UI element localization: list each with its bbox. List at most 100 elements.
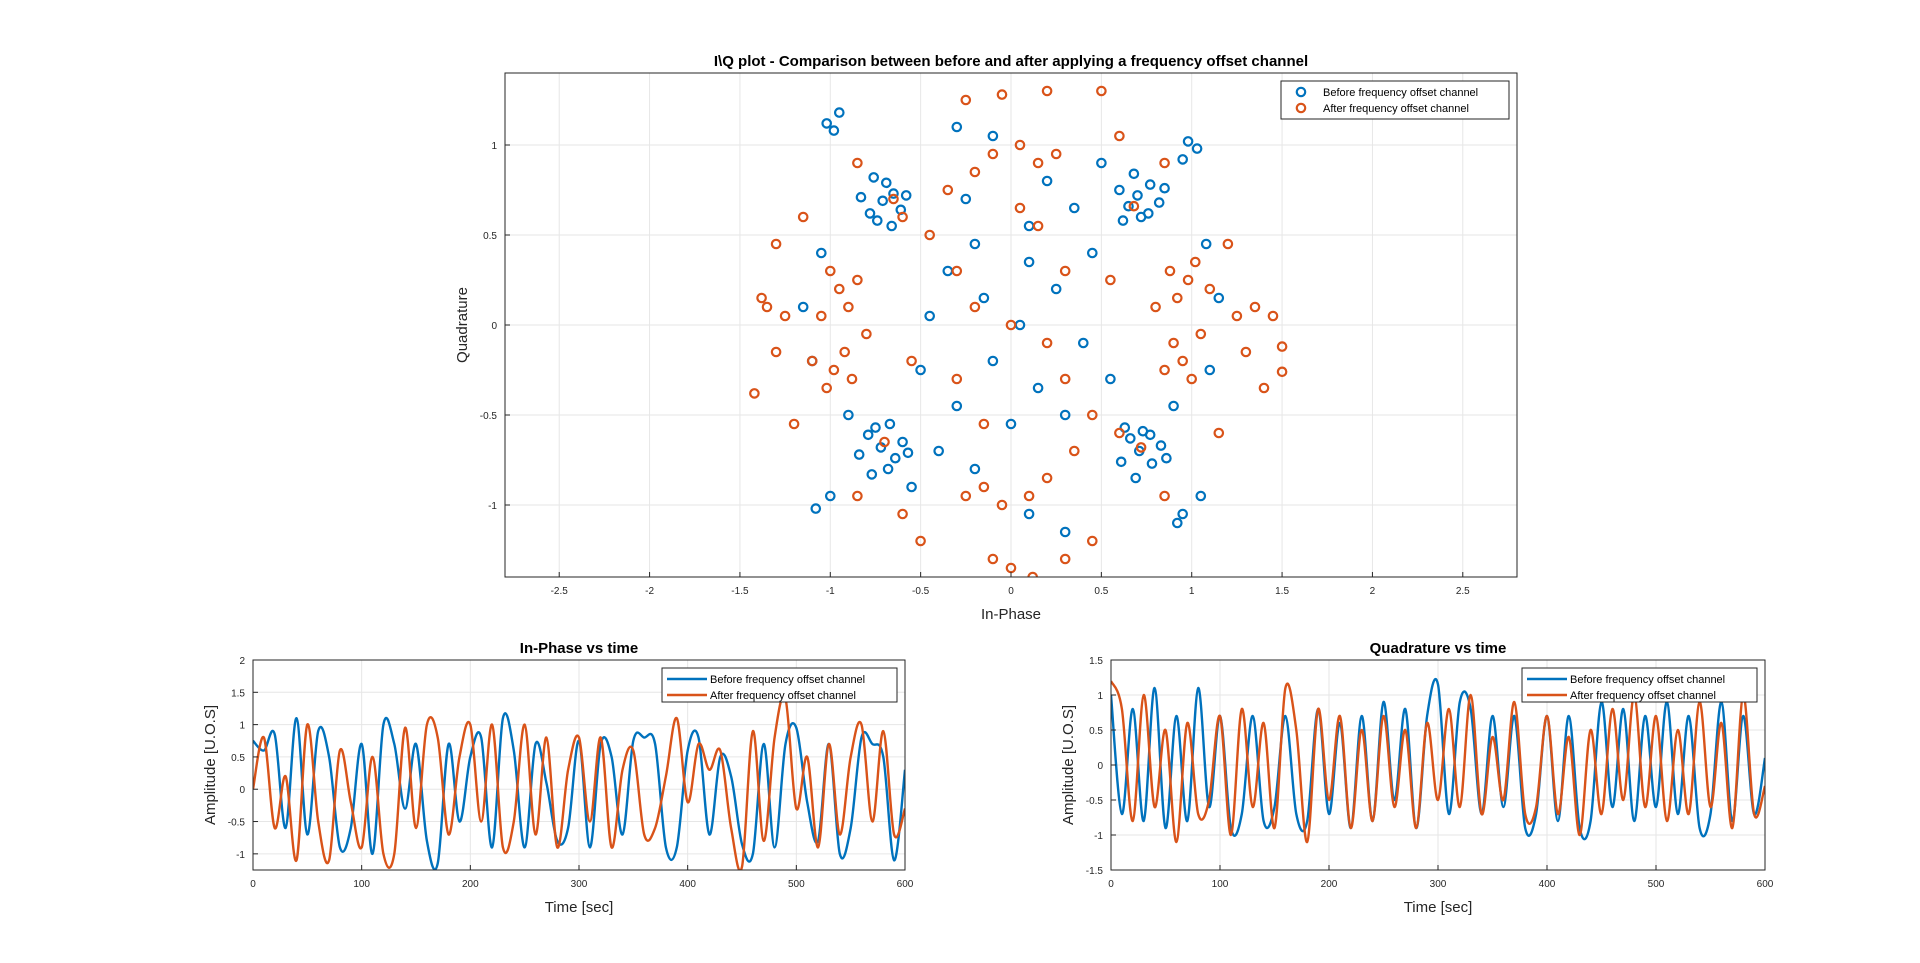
x-tick-label: 100 bbox=[1212, 879, 1229, 890]
scatter-point-after bbox=[969, 301, 981, 313]
y-tick-label: 0 bbox=[1097, 761, 1103, 772]
scatter-point-before bbox=[1191, 143, 1203, 154]
y-tick-label: 1 bbox=[491, 141, 497, 152]
chart-1: 0 100 200 300 400 500 600 -1 -0.5 0 0.5 1 1.5 2 In-Pha… bbox=[202, 640, 914, 916]
scatter-point-before bbox=[815, 247, 827, 259]
legend-marker bbox=[1295, 86, 1307, 98]
y-tick-label: -1 bbox=[1094, 831, 1103, 842]
x-tick-label: 0 bbox=[1108, 879, 1114, 890]
scatter-point-before bbox=[1161, 452, 1172, 464]
scatter-point-before bbox=[1144, 179, 1156, 190]
scatter-point-after bbox=[987, 553, 999, 565]
scatter-point-before bbox=[1177, 508, 1188, 520]
scatter-point-after bbox=[1195, 328, 1207, 340]
scatter-point-before bbox=[843, 409, 854, 421]
scatter-point-after bbox=[960, 94, 972, 106]
scatter-point-after bbox=[1267, 310, 1279, 322]
scatter-point-after bbox=[960, 490, 972, 502]
scatter-point-after bbox=[978, 481, 990, 493]
scatter-point-before bbox=[951, 121, 963, 133]
x-tick-label: -0.5 bbox=[912, 586, 930, 597]
scatter-point-before bbox=[1213, 292, 1225, 304]
scatter-point-before bbox=[864, 208, 876, 219]
scatter-point-before bbox=[1069, 202, 1080, 214]
scatter-point-before bbox=[1125, 433, 1136, 444]
scatter-point-before bbox=[1182, 136, 1194, 147]
scatter-point-after bbox=[770, 238, 782, 250]
scatter-point-before bbox=[969, 463, 981, 475]
x-tick-label: 300 bbox=[1430, 879, 1447, 890]
scatter-point-after bbox=[1168, 337, 1179, 349]
x-tick-label: 0.5 bbox=[1094, 586, 1108, 597]
chart-title: Quadrature vs time bbox=[1370, 640, 1507, 657]
scatter-point-before bbox=[886, 220, 897, 232]
scatter-point-before bbox=[877, 195, 888, 207]
scatter-point-after bbox=[1041, 472, 1053, 484]
y-axis-label: Amplitude [U.O.S] bbox=[1060, 705, 1077, 825]
legend-box bbox=[1280, 80, 1510, 120]
scatter-point-before bbox=[1159, 182, 1170, 194]
scatter-point-before bbox=[1005, 418, 1017, 430]
scatter-point-after bbox=[852, 274, 863, 286]
scatter-point-before bbox=[1132, 190, 1143, 201]
scatter-point-before bbox=[1059, 526, 1071, 538]
chart-title: In-Phase vs time bbox=[520, 640, 638, 657]
scatter-point-after bbox=[1172, 292, 1183, 304]
scatter-point-after bbox=[1213, 427, 1225, 439]
scatter-point-before bbox=[1059, 409, 1071, 421]
y-tick-label: 0.5 bbox=[231, 753, 245, 764]
scatter-point-after bbox=[915, 535, 926, 547]
scatter-point-after bbox=[770, 346, 782, 358]
scatter-point-after bbox=[897, 211, 908, 223]
scatter-point-after bbox=[828, 364, 840, 376]
scatter-point-before bbox=[1032, 382, 1044, 394]
legend: Before frequency offset channel After fre… bbox=[1280, 80, 1510, 120]
scatter-point-after bbox=[996, 499, 1008, 511]
y-tick-label: 2 bbox=[239, 656, 245, 667]
scatter-point-before bbox=[978, 292, 990, 304]
y-tick-label: -0.5 bbox=[480, 411, 498, 422]
scatter-point-before bbox=[1078, 337, 1089, 349]
scatter-point-before bbox=[900, 190, 912, 201]
scatter-point-after bbox=[1150, 301, 1161, 313]
x-axis-label: Time [sec] bbox=[1404, 899, 1473, 916]
legend-label: After frequency offset channel bbox=[1323, 103, 1469, 115]
scatter-point-after bbox=[1258, 382, 1270, 394]
x-tick-label: -1 bbox=[826, 586, 835, 597]
scatter-point-after bbox=[788, 418, 800, 430]
scatter-point-before bbox=[855, 191, 867, 203]
scatter-point-after bbox=[1159, 364, 1170, 376]
scatter-point-before bbox=[1050, 283, 1062, 295]
scatter-point-after bbox=[1240, 346, 1252, 358]
chart-2: 0 100 200 300 400 500 600 -1.5 -1 -0.5 0 0.5 1 1.5 Qua… bbox=[1060, 640, 1774, 916]
x-tick-label: -2.5 bbox=[551, 586, 569, 597]
scatter-point-after bbox=[821, 382, 832, 394]
scatter-point-before bbox=[1128, 168, 1140, 180]
scatter-point-before bbox=[1023, 256, 1035, 268]
x-tick-label: 0 bbox=[250, 879, 256, 890]
scatter-point-after bbox=[1032, 220, 1044, 232]
y-tick-label: -1 bbox=[488, 501, 497, 512]
series-line-after bbox=[1111, 680, 1765, 844]
scatter-point-after bbox=[1186, 373, 1197, 385]
scatter-point-before bbox=[1023, 508, 1035, 520]
x-tick-label: -1.5 bbox=[731, 586, 749, 597]
x-tick-label: 1 bbox=[1189, 586, 1195, 597]
x-tick-label: 300 bbox=[571, 879, 588, 890]
scatter-point-after bbox=[1005, 319, 1017, 331]
legend-box bbox=[1521, 667, 1758, 703]
scatter-point-after bbox=[1069, 445, 1080, 457]
scatter-point-after bbox=[1164, 265, 1176, 277]
y-axis-label: Quadrature bbox=[454, 287, 471, 363]
scatter-point-after bbox=[1087, 535, 1098, 547]
scatter-point-before bbox=[960, 193, 972, 205]
scatter-point-after bbox=[833, 283, 845, 295]
scatter-point-before bbox=[915, 364, 926, 376]
scatter-point-after bbox=[1059, 553, 1071, 565]
scatter-point-before bbox=[868, 172, 879, 183]
scatter-point-after bbox=[861, 328, 872, 340]
scatter-point-before bbox=[906, 481, 917, 493]
scatter-point-after bbox=[839, 346, 850, 358]
scatter-point-after bbox=[1087, 409, 1098, 421]
